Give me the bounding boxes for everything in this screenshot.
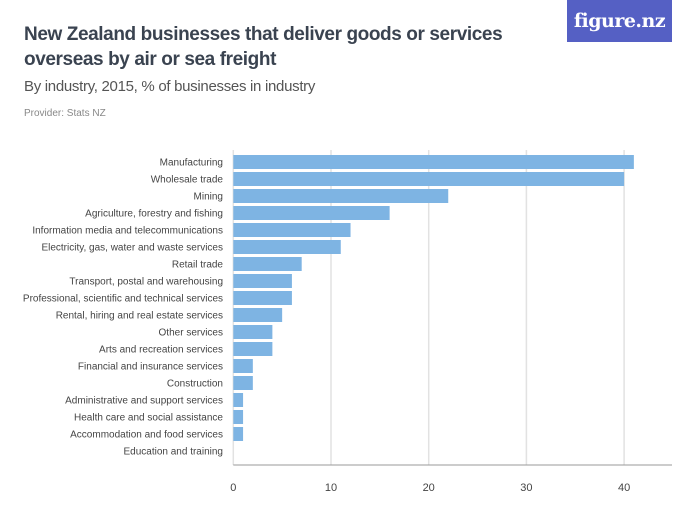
bar xyxy=(233,325,273,339)
bar xyxy=(233,189,449,203)
category-label: Professional, scientific and technical s… xyxy=(23,294,223,305)
bar xyxy=(233,274,292,288)
chart-title: New Zealand businesses that deliver good… xyxy=(24,24,503,70)
bar xyxy=(233,427,244,441)
bar xyxy=(233,240,341,254)
bar xyxy=(233,410,244,424)
provider-label: Provider: Stats NZ xyxy=(24,108,106,119)
bar xyxy=(233,223,351,237)
x-tick-label: 20 xyxy=(423,482,435,494)
category-label: Education and training xyxy=(123,447,223,458)
category-label: Arts and recreation services xyxy=(99,345,223,356)
category-label: Health care and social assistance xyxy=(74,413,223,424)
category-label: Construction xyxy=(167,379,223,390)
x-tick-label: 40 xyxy=(618,482,630,494)
bar xyxy=(233,342,273,356)
category-label: Information media and telecommunications xyxy=(32,226,223,237)
figure-nz-logo[interactable]: figure.nz xyxy=(567,0,672,42)
x-tick-label: 0 xyxy=(230,482,236,494)
bar xyxy=(233,257,302,271)
category-label: Retail trade xyxy=(172,260,224,271)
category-label: Financial and insurance services xyxy=(78,362,223,373)
category-label: Wholesale trade xyxy=(151,175,224,186)
category-label: Agriculture, forestry and fishing xyxy=(85,209,223,220)
bar xyxy=(233,155,634,169)
category-label: Mining xyxy=(194,192,223,203)
bar xyxy=(233,308,283,322)
category-label: Other services xyxy=(159,328,223,339)
bar xyxy=(233,206,390,220)
bar xyxy=(233,376,253,390)
chart-subtitle: By industry, 2015, % of businesses in in… xyxy=(24,78,316,95)
bar xyxy=(233,172,625,186)
category-label: Administrative and support services xyxy=(65,396,223,407)
bar xyxy=(233,359,253,373)
bar xyxy=(233,393,244,407)
category-label: Electricity, gas, water and waste servic… xyxy=(41,243,223,254)
category-label: Transport, postal and warehousing xyxy=(69,277,223,288)
bar xyxy=(233,291,292,305)
category-label: Rental, hiring and real estate services xyxy=(56,311,223,322)
category-label: Manufacturing xyxy=(160,158,223,169)
x-tick-label: 10 xyxy=(325,482,337,494)
x-tick-label: 30 xyxy=(520,482,532,494)
category-label: Accommodation and food services xyxy=(70,430,223,441)
